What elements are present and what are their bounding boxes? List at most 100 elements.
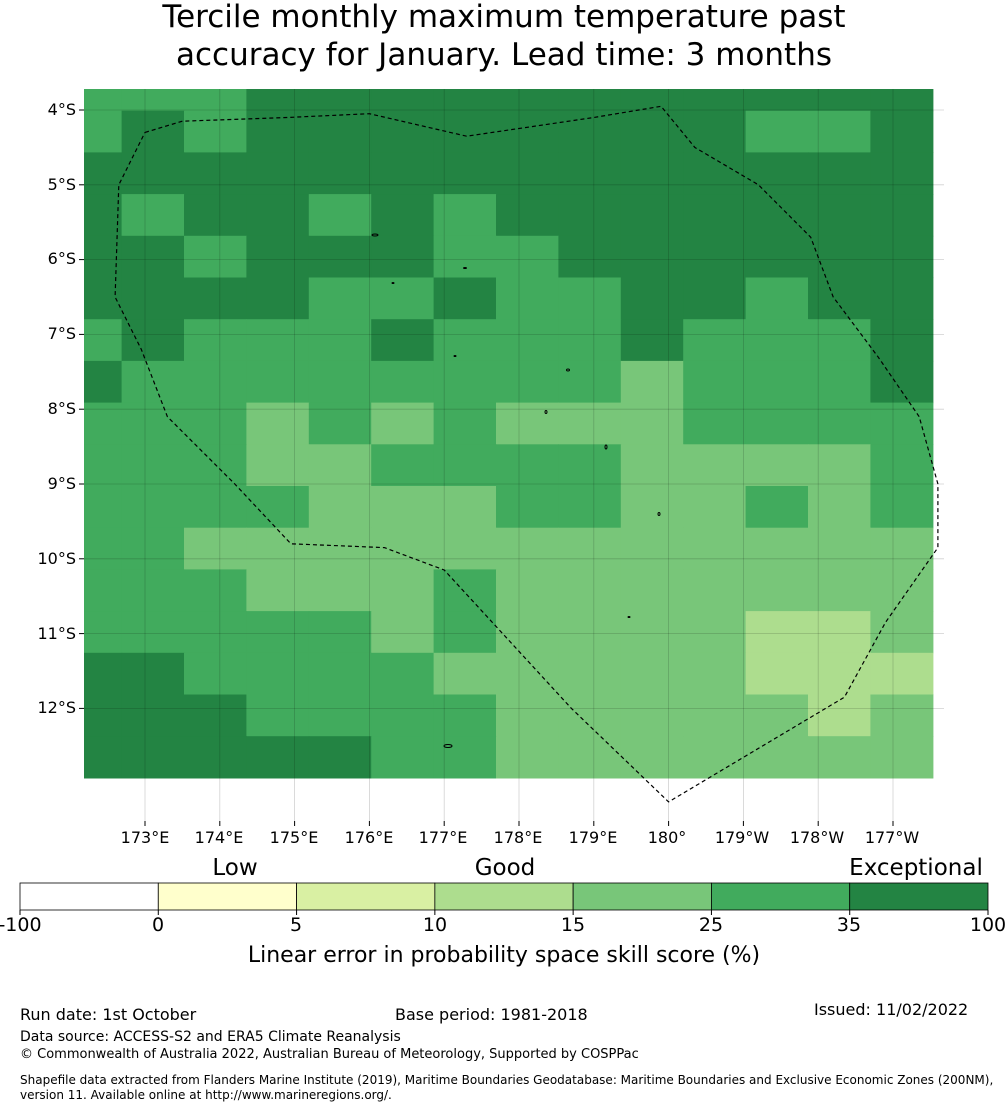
grid-cell (184, 110, 247, 153)
grid-cell (84, 444, 123, 487)
grid-cell (433, 736, 497, 779)
grid-cell (184, 611, 247, 654)
lat-tick-label: 4°S (47, 100, 76, 119)
grid-cell (620, 89, 684, 112)
grid-cell (371, 194, 435, 237)
lat-tick-label: 5°S (47, 175, 76, 194)
island-outline (453, 355, 457, 357)
lon-tick-label: 177°E (418, 828, 468, 847)
grid-cell (745, 486, 809, 529)
grid-cell (745, 319, 809, 362)
lon-tick-label: 180° (647, 828, 687, 847)
grid-cell (246, 194, 310, 237)
grid-cell (84, 402, 123, 445)
grid-cell (371, 611, 435, 654)
grid-cell (808, 235, 871, 279)
lon-tick-label: 173°E (120, 828, 170, 847)
grid-cell (683, 235, 747, 279)
lat-tick-label: 12°S (37, 698, 76, 717)
grid-cell (496, 89, 559, 112)
grid-cell (246, 652, 310, 696)
grid-cell (870, 194, 934, 237)
grid-cell (808, 89, 871, 112)
grid-cell (496, 235, 559, 279)
grid-cell (184, 569, 247, 612)
grid-cell (620, 402, 684, 445)
grid-cell (745, 402, 809, 445)
grid-cell (433, 611, 497, 654)
grid-cell (558, 235, 622, 279)
grid-cell (620, 319, 684, 362)
grid-cell (371, 110, 435, 153)
grid-cell (870, 652, 934, 696)
grid-cell (558, 152, 622, 195)
grid-cell (371, 736, 435, 779)
grid-cell (246, 277, 310, 320)
colorbar-title: Linear error in probability space skill … (247, 943, 761, 968)
grid-cell (371, 277, 435, 320)
grid-cell (683, 152, 747, 195)
lon-tick-label: 178°E (493, 828, 543, 847)
grid-cell (745, 360, 809, 404)
grid-cell (745, 194, 809, 237)
grid-cell (308, 527, 372, 570)
grid-cell (84, 736, 123, 779)
grid-cell (683, 527, 747, 570)
grid-cell (870, 110, 934, 153)
issued-date: Issued: 11/02/2022 (814, 1000, 969, 1019)
grid-cell (620, 611, 684, 654)
grid-cell (870, 89, 934, 112)
grid-cell (620, 277, 684, 320)
grid-cell (620, 569, 684, 612)
grid-cell (808, 152, 871, 195)
island-outlines (371, 233, 661, 748)
grid-cell (371, 444, 435, 487)
grid-cell (246, 152, 310, 195)
grid-cell (558, 194, 622, 237)
island-outline (566, 368, 570, 372)
grid-cell (246, 444, 310, 487)
grid-cell (371, 652, 435, 696)
grid-cell (745, 652, 809, 696)
grid-cell (121, 152, 185, 195)
grid-cell (184, 402, 247, 445)
grid-cell (496, 319, 559, 362)
grid-cell (558, 569, 622, 612)
grid-cell (433, 194, 497, 237)
grid-cell (246, 611, 310, 654)
grid-cell (496, 611, 559, 654)
colorbar-category-exceptional: Exceptional (849, 855, 983, 881)
grid-cell (308, 486, 372, 529)
grid-cell (184, 235, 247, 279)
eez-boundary (114, 105, 939, 803)
grid-cell (558, 89, 622, 112)
colorbar-segment (572, 882, 712, 911)
grid-cell (246, 319, 310, 362)
grid-cell (745, 736, 809, 779)
grid-cell (496, 694, 559, 737)
island-outline (463, 267, 467, 269)
lat-tick-label: 11°S (37, 624, 76, 643)
grid-cell (84, 611, 123, 654)
grid-cell (433, 89, 497, 112)
island-outline (604, 444, 608, 450)
grid-cell (870, 235, 934, 279)
island-outline (443, 744, 453, 748)
grid-cell (870, 694, 934, 737)
grid-cell (84, 319, 123, 362)
grid-cell (558, 277, 622, 320)
colorbar-tick-label: 35 (836, 914, 862, 936)
grid-cell (620, 110, 684, 153)
grid-cell (184, 486, 247, 529)
grid-cell (683, 694, 747, 737)
grid-cell (496, 527, 559, 570)
grid-cell (683, 486, 747, 529)
grid-cell (496, 194, 559, 237)
grid-cell (558, 527, 622, 570)
grid-cell (308, 110, 372, 153)
grid-cell (745, 694, 809, 737)
grid-cell (558, 319, 622, 362)
grid-cell (558, 611, 622, 654)
grid-cell (308, 694, 372, 737)
